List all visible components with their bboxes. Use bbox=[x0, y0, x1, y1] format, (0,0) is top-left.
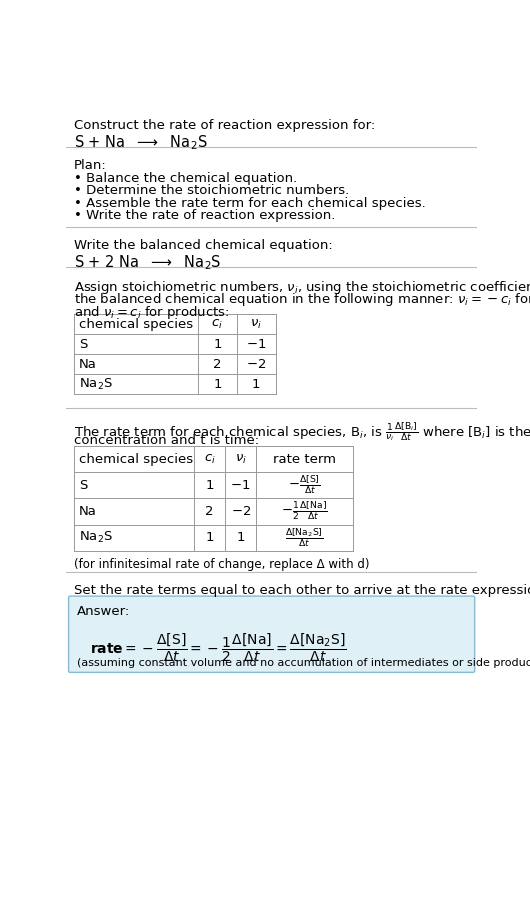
Text: Plan:: Plan: bbox=[74, 159, 107, 172]
Text: 1: 1 bbox=[206, 478, 214, 492]
Text: 1: 1 bbox=[213, 378, 222, 390]
Text: Na: Na bbox=[78, 358, 96, 371]
Text: Construct the rate of reaction expression for:: Construct the rate of reaction expressio… bbox=[74, 119, 375, 131]
Text: $\nu_i$: $\nu_i$ bbox=[235, 452, 246, 466]
Text: $c_i$: $c_i$ bbox=[211, 318, 223, 331]
Text: $-2$: $-2$ bbox=[246, 358, 266, 371]
Text: Assign stoichiometric numbers, $\nu_i$, using the stoichiometric coefficients, $: Assign stoichiometric numbers, $\nu_i$, … bbox=[74, 279, 530, 296]
Text: chemical species: chemical species bbox=[78, 318, 193, 331]
Text: • Assemble the rate term for each chemical species.: • Assemble the rate term for each chemic… bbox=[74, 197, 426, 209]
Text: Answer:: Answer: bbox=[77, 605, 130, 619]
Text: $-2$: $-2$ bbox=[231, 505, 251, 518]
Text: (for infinitesimal rate of change, replace Δ with d): (for infinitesimal rate of change, repla… bbox=[74, 558, 369, 572]
Text: 2: 2 bbox=[206, 505, 214, 518]
Text: and $\nu_i = c_i$ for products:: and $\nu_i = c_i$ for products: bbox=[74, 304, 229, 321]
Text: $-1$: $-1$ bbox=[246, 338, 266, 351]
Text: concentration and t is time:: concentration and t is time: bbox=[74, 434, 259, 447]
Text: • Balance the chemical equation.: • Balance the chemical equation. bbox=[74, 172, 297, 185]
Text: $\nu_i$: $\nu_i$ bbox=[250, 318, 262, 331]
Text: $c_i$: $c_i$ bbox=[204, 452, 216, 466]
Text: S: S bbox=[78, 338, 87, 351]
Text: $\frac{\Delta[\mathrm{Na_2S}]}{\Delta t}$: $\frac{\Delta[\mathrm{Na_2S}]}{\Delta t}… bbox=[285, 526, 324, 549]
Text: chemical species: chemical species bbox=[78, 453, 193, 466]
Text: 1: 1 bbox=[213, 338, 222, 351]
Text: Na$_2$S: Na$_2$S bbox=[78, 530, 113, 545]
Text: $\mathbf{rate} = -\dfrac{\Delta[\mathrm{S}]}{\Delta t} = -\dfrac{1}{2}\dfrac{\De: $\mathbf{rate} = -\dfrac{\Delta[\mathrm{… bbox=[90, 631, 346, 664]
Text: S: S bbox=[78, 478, 87, 492]
Text: Na$_2$S: Na$_2$S bbox=[78, 377, 113, 392]
Text: • Determine the stoichiometric numbers.: • Determine the stoichiometric numbers. bbox=[74, 184, 349, 198]
Text: rate term: rate term bbox=[273, 453, 336, 466]
Text: 1: 1 bbox=[206, 531, 214, 545]
FancyBboxPatch shape bbox=[68, 596, 475, 672]
Text: 1: 1 bbox=[236, 531, 245, 545]
Text: The rate term for each chemical species, B$_i$, is $\frac{1}{\nu_i}\frac{\Delta[: The rate term for each chemical species,… bbox=[74, 419, 530, 443]
Text: $-\frac{\Delta[\mathrm{S}]}{\Delta t}$: $-\frac{\Delta[\mathrm{S}]}{\Delta t}$ bbox=[288, 474, 321, 496]
Text: Write the balanced chemical equation:: Write the balanced chemical equation: bbox=[74, 239, 333, 252]
Text: • Write the rate of reaction expression.: • Write the rate of reaction expression. bbox=[74, 208, 335, 222]
Text: the balanced chemical equation in the following manner: $\nu_i = -c_i$ for react: the balanced chemical equation in the fo… bbox=[74, 291, 530, 308]
Text: $-1$: $-1$ bbox=[231, 478, 251, 492]
Text: $-\frac{1}{2}\frac{\Delta[\mathrm{Na}]}{\Delta t}$: $-\frac{1}{2}\frac{\Delta[\mathrm{Na}]}{… bbox=[281, 500, 328, 523]
Text: Na: Na bbox=[78, 505, 96, 518]
Text: Set the rate terms equal to each other to arrive at the rate expression:: Set the rate terms equal to each other t… bbox=[74, 583, 530, 597]
Text: S + 2 Na  $\longrightarrow$  Na$_2$S: S + 2 Na $\longrightarrow$ Na$_2$S bbox=[74, 254, 222, 272]
Text: 1: 1 bbox=[252, 378, 260, 390]
Text: S + Na  $\longrightarrow$  Na$_2$S: S + Na $\longrightarrow$ Na$_2$S bbox=[74, 133, 208, 152]
Text: 2: 2 bbox=[213, 358, 222, 371]
Text: (assuming constant volume and no accumulation of intermediates or side products): (assuming constant volume and no accumul… bbox=[77, 658, 530, 668]
